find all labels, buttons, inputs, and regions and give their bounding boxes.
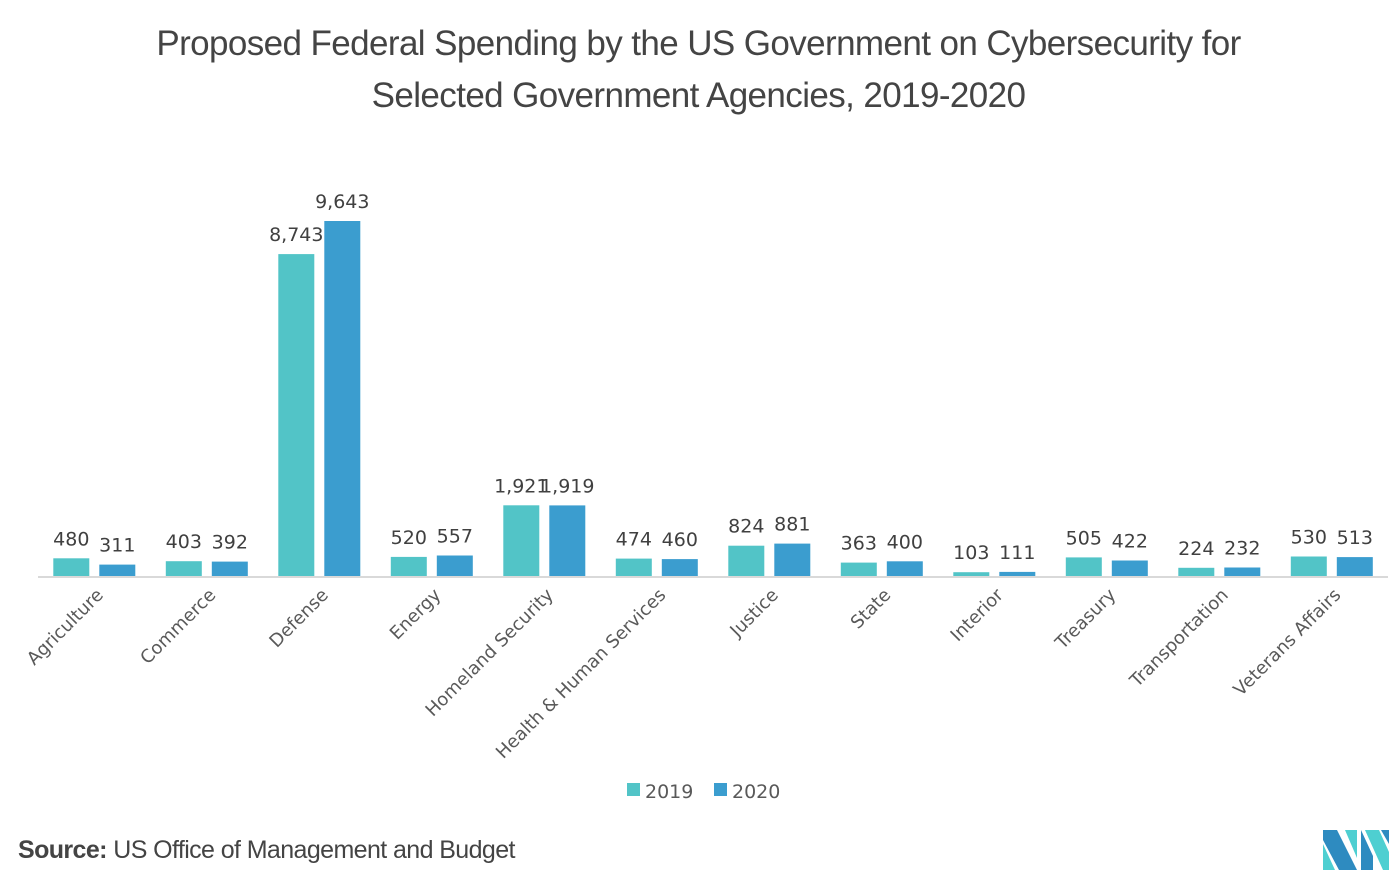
value-label-agriculture-2019: 480 — [53, 528, 89, 550]
value-label-interior-2019: 103 — [953, 542, 989, 564]
chart-title: Proposed Federal Spending by the US Gove… — [0, 18, 1397, 122]
value-label-transportation-2020: 232 — [1224, 538, 1260, 560]
bar-state-2019 — [840, 562, 877, 576]
bar-commerce-2019 — [165, 561, 202, 576]
bar-state-2020 — [886, 561, 923, 576]
bar-justice-2019 — [728, 545, 765, 576]
bar-homeland-security-2019 — [503, 505, 540, 576]
category-label-homeland-security: Homeland Security — [422, 584, 558, 720]
logo-far-right-dark-shape — [1381, 830, 1389, 844]
bar-justice-2020 — [774, 543, 811, 576]
category-label-energy: Energy — [386, 584, 446, 644]
category-label-veterans-affairs: Veterans Affairs — [1230, 585, 1346, 701]
bar-commerce-2020 — [211, 561, 248, 576]
value-label-state-2019: 363 — [841, 533, 877, 555]
value-label-commerce-2020: 392 — [212, 532, 248, 554]
value-label-justice-2019: 824 — [728, 516, 764, 538]
legend-swatch-2019 — [627, 783, 640, 796]
category-label-interior: Interior — [946, 584, 1008, 646]
legend-label-2019: 2019 — [645, 781, 693, 803]
logo-mid-light-shape — [1345, 830, 1357, 858]
legend-swatch-2020 — [714, 783, 727, 796]
value-label-energy-2019: 520 — [391, 527, 427, 549]
logo-left-dark-shape — [1323, 830, 1357, 870]
source-label: Source: — [18, 836, 107, 864]
category-label-transportation: Transportation — [1125, 585, 1232, 692]
chart-title-line-2: Selected Government Agencies, 2019-2020 — [371, 76, 1026, 115]
value-label-interior-2020: 111 — [999, 542, 1035, 564]
mordor-intelligence-logo-icon — [1323, 830, 1389, 870]
bar-homeland-security-2020 — [549, 505, 586, 576]
category-label-defense: Defense — [265, 585, 332, 652]
bar-treasury-2019 — [1065, 557, 1102, 576]
bar-treasury-2020 — [1111, 560, 1148, 576]
bar-energy-2019 — [390, 556, 427, 576]
value-label-health-and-human-services-2019: 474 — [616, 529, 652, 551]
category-label-commerce: Commerce — [136, 585, 220, 669]
category-label-agriculture: Agriculture — [23, 585, 108, 670]
bar-health-and-human-services-2020 — [661, 559, 698, 576]
value-label-energy-2020: 557 — [437, 526, 473, 548]
value-label-justice-2020: 881 — [774, 514, 810, 536]
logo-right-dark-shape — [1361, 830, 1373, 870]
value-label-homeland-security-2019: 1,921 — [494, 475, 548, 497]
value-label-transportation-2019: 224 — [1178, 538, 1214, 560]
logo-left-light-shape — [1323, 844, 1335, 870]
value-label-treasury-2020: 422 — [1112, 531, 1148, 553]
value-label-veterans-affairs-2019: 530 — [1291, 527, 1327, 549]
value-label-homeland-security-2020: 1,919 — [540, 475, 594, 497]
bar-energy-2020 — [436, 555, 473, 576]
bar-defense-2019 — [278, 254, 315, 576]
logo-right-light-shape — [1365, 830, 1389, 870]
legend: 2019 2020 — [627, 781, 780, 803]
bar-agriculture-2020 — [99, 564, 136, 576]
bar-interior-2020 — [999, 571, 1036, 576]
bar-transportation-2019 — [1178, 567, 1215, 576]
chart-title-line-1: Proposed Federal Spending by the US Gove… — [156, 24, 1241, 63]
value-label-defense-2020: 9,643 — [315, 191, 369, 213]
value-label-agriculture-2020: 311 — [99, 535, 135, 557]
value-label-veterans-affairs-2020: 513 — [1337, 527, 1373, 549]
value-label-treasury-2019: 505 — [1066, 527, 1102, 549]
bar-transportation-2020 — [1224, 567, 1261, 576]
value-label-health-and-human-services-2020: 460 — [662, 529, 698, 551]
category-labels-group: Agriculture Commerce Defense EnergyHomeland… — [23, 584, 1345, 763]
source-note: Source: US Office of Management and Budg… — [18, 836, 515, 865]
source-text: US Office of Management and Budget — [106, 836, 515, 864]
bars-group — [53, 221, 1373, 576]
category-label-state: State — [847, 585, 896, 634]
legend-label-2020: 2020 — [732, 781, 780, 803]
bar-agriculture-2019 — [53, 558, 90, 576]
bar-veterans-affairs-2019 — [1290, 556, 1327, 576]
bar-veterans-affairs-2020 — [1336, 557, 1373, 576]
category-label-justice: Justice — [725, 585, 782, 642]
category-label-treasury: Treasury — [1051, 584, 1121, 654]
value-label-commerce-2019: 403 — [166, 531, 202, 553]
bar-defense-2020 — [324, 221, 361, 576]
value-label-state-2020: 400 — [887, 531, 923, 553]
bar-health-and-human-services-2019 — [615, 558, 652, 576]
value-label-defense-2019: 8,743 — [269, 224, 323, 246]
bar-interior-2019 — [953, 572, 990, 576]
